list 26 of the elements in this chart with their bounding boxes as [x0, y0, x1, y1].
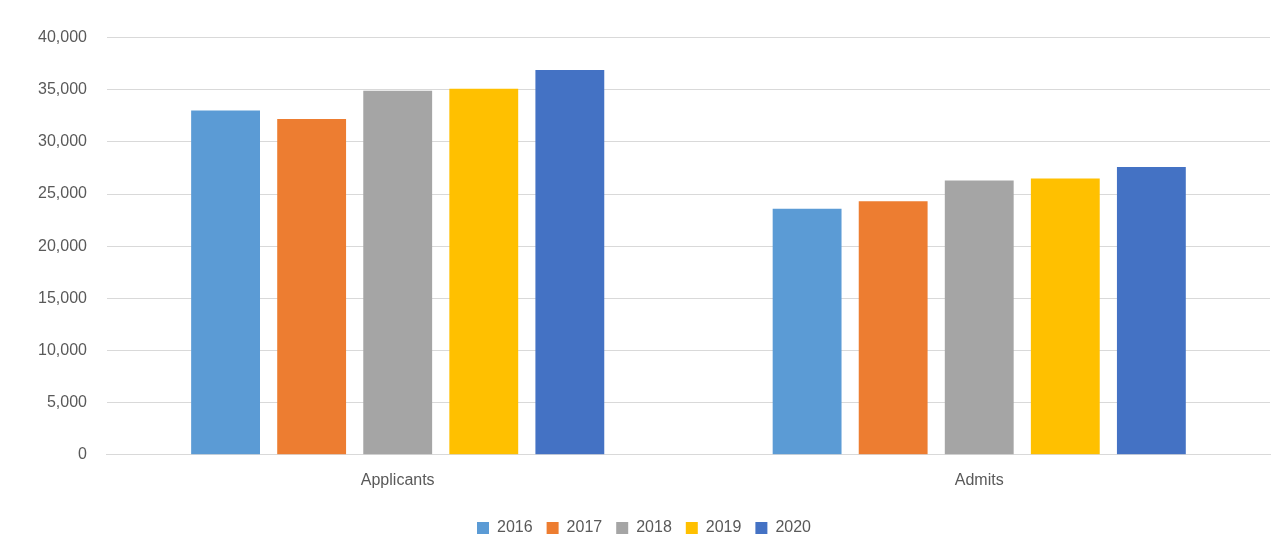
bar — [449, 88, 519, 455]
bar — [1116, 166, 1186, 455]
legend-label: 2017 — [566, 518, 603, 536]
bar — [858, 201, 928, 455]
legend-label: 2019 — [705, 518, 742, 536]
legend-label: 2020 — [775, 518, 812, 536]
bar — [277, 118, 347, 455]
y-tick-label: 10,000 — [38, 340, 88, 358]
x-tick-label: Applicants — [360, 470, 435, 488]
y-tick-label: 40,000 — [38, 28, 88, 46]
bar — [363, 90, 433, 455]
bar — [772, 208, 842, 455]
bar — [944, 180, 1014, 455]
legend-label: 2018 — [636, 518, 672, 536]
bar — [191, 110, 260, 455]
legend-label: 2016 — [497, 518, 533, 536]
y-tick-label: 35,000 — [38, 80, 88, 98]
y-tick-label: 5,000 — [46, 393, 88, 411]
bar — [1030, 178, 1100, 455]
y-tick-label: 15,000 — [38, 288, 88, 306]
y-tick-label: 20,000 — [38, 236, 88, 254]
x-tick-label: Admits — [954, 470, 1004, 488]
y-tick-label: 25,000 — [38, 184, 88, 202]
y-tick-label: 0 — [78, 445, 88, 463]
y-tick-label: 30,000 — [38, 132, 88, 150]
bar — [535, 69, 605, 455]
